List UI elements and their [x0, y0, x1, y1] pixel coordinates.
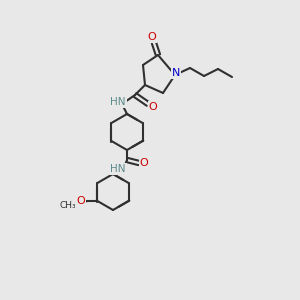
Text: O: O	[140, 158, 148, 168]
Text: HN: HN	[110, 97, 126, 107]
Text: CH₃: CH₃	[59, 200, 76, 209]
Text: O: O	[148, 32, 156, 42]
Text: O: O	[148, 102, 158, 112]
Text: O: O	[76, 196, 85, 206]
Text: N: N	[172, 68, 180, 78]
Text: HN: HN	[110, 164, 126, 174]
